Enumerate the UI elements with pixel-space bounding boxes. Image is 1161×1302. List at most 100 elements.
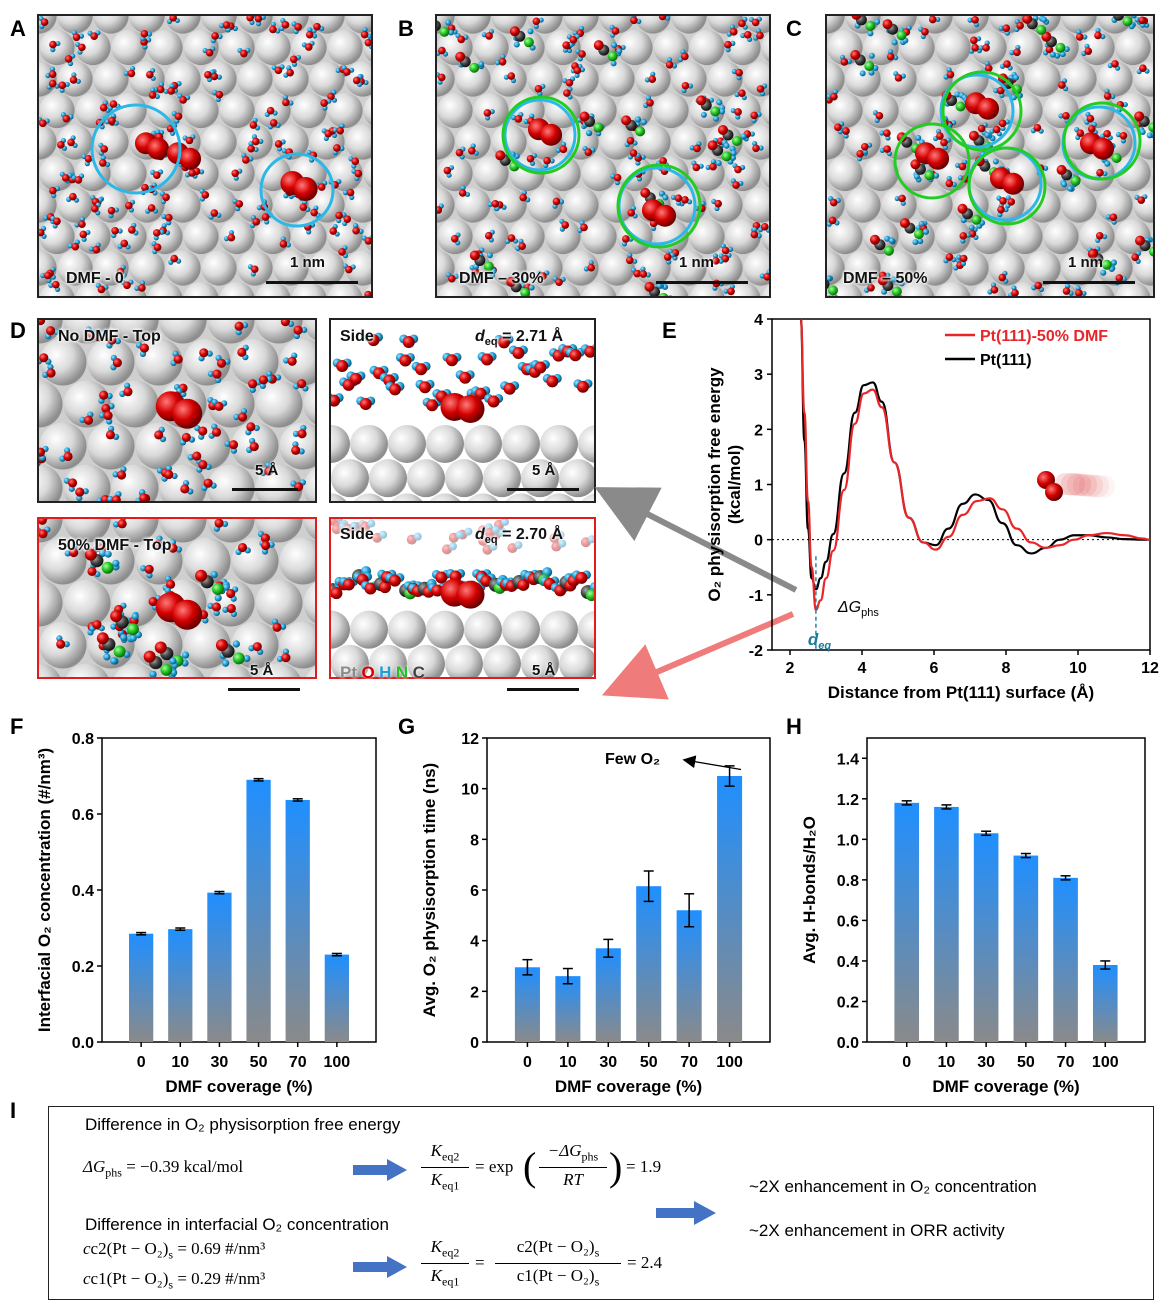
x-tick-label: 100 (1092, 1054, 1119, 1071)
y-tick-label: 10 (461, 782, 479, 799)
y-tick-label: -2 (749, 643, 763, 660)
snapshot-a-scale-label: 1 nm (290, 254, 326, 271)
x-tick-label: 30 (211, 1054, 229, 1071)
bar-70 (676, 910, 702, 1042)
bar-100 (717, 776, 743, 1042)
y-tick-label: 0 (754, 533, 763, 550)
snapshot-a-scale-bar (266, 281, 358, 284)
x-tick-label: 30 (977, 1054, 995, 1071)
legend-o: O (361, 663, 375, 682)
pt-slab (331, 610, 594, 677)
snapshot-no-dmf-top (37, 318, 317, 503)
y-tick-label: 0.6 (837, 913, 859, 930)
x-tick-label: 10 (938, 1054, 956, 1071)
bar-0 (894, 802, 920, 1042)
y-axis-label: Avg. H-bonds/H₂O (800, 816, 819, 964)
o2-molecule-icon (1037, 471, 1115, 501)
x-tick-label: 2 (786, 660, 795, 677)
arrow-eq2 (353, 1256, 407, 1278)
x-tick-label: 4 (858, 660, 867, 677)
series-line-pt111 (799, 319, 1150, 591)
bar-100 (324, 954, 349, 1042)
x-axis-label: DMF coverage (%) (932, 1077, 1079, 1096)
y-tick-label: 2 (470, 984, 479, 1001)
dmf-molecules (84, 548, 251, 677)
bar-50 (636, 886, 662, 1042)
panel-letter-i: I (10, 1098, 17, 1123)
snapshot-50-dmf-side (329, 517, 596, 679)
o2-molecules (155, 391, 203, 429)
conclusion-2: ~2X enhancement in ORR activity (749, 1221, 1005, 1240)
snapshot-b-scale-label: 1 nm (679, 254, 715, 271)
y-tick-label: 1.0 (837, 832, 859, 849)
x-tick-label: 50 (1017, 1054, 1035, 1071)
x-tick-label: 6 (930, 660, 939, 677)
x-tick-label: 10 (171, 1054, 189, 1071)
panel-letter-a: A (10, 16, 26, 41)
bar-70 (285, 799, 310, 1042)
few-o2-annotation: Few O₂ (605, 751, 660, 768)
y-tick-label: -1 (749, 588, 763, 605)
x-axis-label: DMF coverage (%) (165, 1077, 312, 1096)
x-tick-label: 0 (137, 1054, 146, 1071)
y-tick-label: 0 (470, 1035, 479, 1052)
snapshot-c-caption: DMF – 50% (843, 270, 928, 287)
y-tick-label: 0.4 (72, 883, 94, 900)
panel-letter-b: B (398, 16, 414, 41)
d-side2-deq: deq = 2.70 Å (475, 526, 563, 547)
bar-100 (1092, 964, 1118, 1042)
bar-10 (555, 976, 581, 1042)
arrow-eq1 (353, 1159, 407, 1181)
d-side1-scale-bar (507, 488, 579, 491)
d-side1-caption: Side (340, 328, 374, 345)
y-tick-label: 0.0 (72, 1035, 94, 1052)
conclusion-1: ~2X enhancement in O₂ concentration (749, 1177, 1037, 1196)
x-axis-label: Distance from Pt(111) surface (Å) (828, 683, 1094, 702)
snapshot-a-caption: DMF - 0 (66, 270, 124, 287)
bar-0 (514, 967, 540, 1042)
water-molecules (39, 320, 309, 501)
formula-box: Difference in O₂ physisorption free ener… (48, 1106, 1154, 1300)
chart-f-o2-concentration: 0.0 0.2 0.4 0.6 0.8 0 10 30 50 70 100 DMF coverage … (35, 731, 377, 1096)
arrow-conclusion (656, 1201, 716, 1225)
d-side1-deq: deq = 2.71 Å (475, 328, 563, 349)
y-tick-label: 0.2 (837, 994, 859, 1011)
x-axis-label: DMF coverage (%) (555, 1077, 702, 1096)
panel-letter-e: E (662, 318, 677, 343)
y-tick-label: 0.4 (837, 954, 859, 971)
x-tick-label: 12 (1141, 660, 1159, 677)
y-tick-label: 8 (470, 832, 479, 849)
atom-legend: Pt O H N C (340, 663, 425, 683)
y-tick-label: 1.4 (837, 751, 859, 768)
x-tick-label: 30 (599, 1054, 617, 1071)
bar-30 (595, 948, 621, 1042)
snapshot-b-scale-bar (656, 281, 748, 284)
pt-slab (331, 424, 594, 501)
d-top2-scale-bar (228, 688, 300, 691)
plot-frame (866, 737, 1146, 1043)
few-o2-arrow (682, 755, 742, 771)
x-tick-label: 0 (902, 1054, 911, 1071)
o2-molecules (134, 132, 318, 201)
chart-g-physisorption-time: 0 2 4 6 8 10 12 0 10 30 50 70 100 DMF coverage (%) Avg… (420, 731, 771, 1096)
x-tick-label: 50 (250, 1054, 268, 1071)
d-top2-scale-label: 5 Å (250, 662, 274, 679)
y-tick-label: 6 (470, 883, 479, 900)
x-tick-label: 100 (324, 1054, 351, 1071)
bar-50 (246, 779, 271, 1042)
y-tick-label: 2 (754, 422, 763, 439)
faded-water (331, 519, 594, 555)
delta-g-annotation: ΔGphs (837, 599, 879, 619)
c2-line: cc2(Pt − O₂)s = 0.69 #/nm³ (83, 1239, 266, 1262)
d-top1-scale-bar (232, 488, 298, 491)
y-tick-label: 3 (754, 367, 763, 384)
legend-c: C (412, 663, 425, 682)
o2-atom (456, 394, 485, 423)
o2-molecules (155, 592, 203, 630)
equation-1: Keq2 Keq1 = exp ( −ΔGphs RT ) = 1.9 (421, 1141, 661, 1197)
x-tick-label: 10 (1069, 660, 1087, 677)
legend-label: Pt(111)-50% DMF (980, 328, 1108, 345)
panel-letter-c: C (786, 16, 802, 41)
y-axis-label: Interfacial O₂ concentration (#/nm³) (35, 748, 54, 1032)
formula-heading-1: Difference in O₂ physisorption free ener… (85, 1115, 401, 1134)
